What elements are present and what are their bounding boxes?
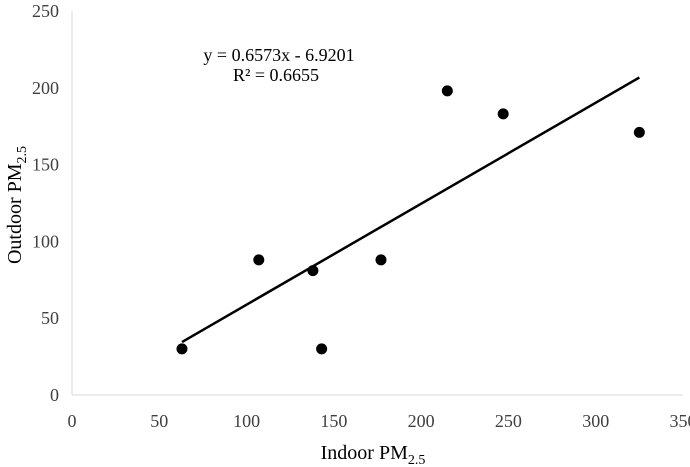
- data-point: [316, 343, 328, 355]
- data-point: [633, 126, 645, 138]
- x-axis-title: Indoor PM2.5: [321, 442, 426, 467]
- data-point: [176, 343, 188, 355]
- r-squared-label: R² = 0.6655: [233, 65, 319, 85]
- y-tick-labels: 0 50 100 150 200 250: [32, 1, 59, 405]
- trendline-equation: y = 0.6573x - 6.9201: [203, 45, 354, 65]
- y-tick-label: 100: [32, 231, 59, 251]
- y-tick-label: 150: [32, 155, 59, 175]
- x-tick-label: 0: [68, 411, 77, 431]
- data-point: [441, 85, 453, 97]
- x-tick-label: 50: [150, 411, 168, 431]
- x-axis-title-subscript: 2.5: [408, 453, 426, 467]
- x-tick-label: 250: [495, 411, 522, 431]
- y-axis-title-subscript: 2.5: [15, 146, 30, 164]
- x-tick-label: 300: [582, 411, 609, 431]
- data-point: [307, 265, 319, 277]
- y-tick-label: 200: [32, 78, 59, 98]
- data-point: [375, 254, 387, 266]
- x-tick-label: 350: [670, 411, 690, 431]
- data-point: [253, 254, 265, 266]
- y-tick-label: 250: [32, 1, 59, 21]
- y-axis-title: Outdoor PM2.5: [4, 146, 30, 264]
- y-tick-label: 50: [41, 308, 59, 328]
- data-points: [176, 85, 645, 355]
- y-tick-label: 0: [50, 385, 59, 405]
- trendline: [181, 76, 640, 344]
- x-tick-labels: 0 50 100 150 200 250 300 350: [68, 411, 690, 431]
- y-axis-title-text: Outdoor PM: [4, 163, 26, 264]
- data-point: [497, 108, 509, 120]
- x-axis-title-text: Indoor PM: [321, 442, 408, 464]
- x-tick-label: 200: [408, 411, 435, 431]
- trendline-layer: [181, 76, 640, 344]
- axes: [71, 11, 683, 396]
- x-tick-label: 150: [320, 411, 347, 431]
- x-tick-label: 100: [233, 411, 260, 431]
